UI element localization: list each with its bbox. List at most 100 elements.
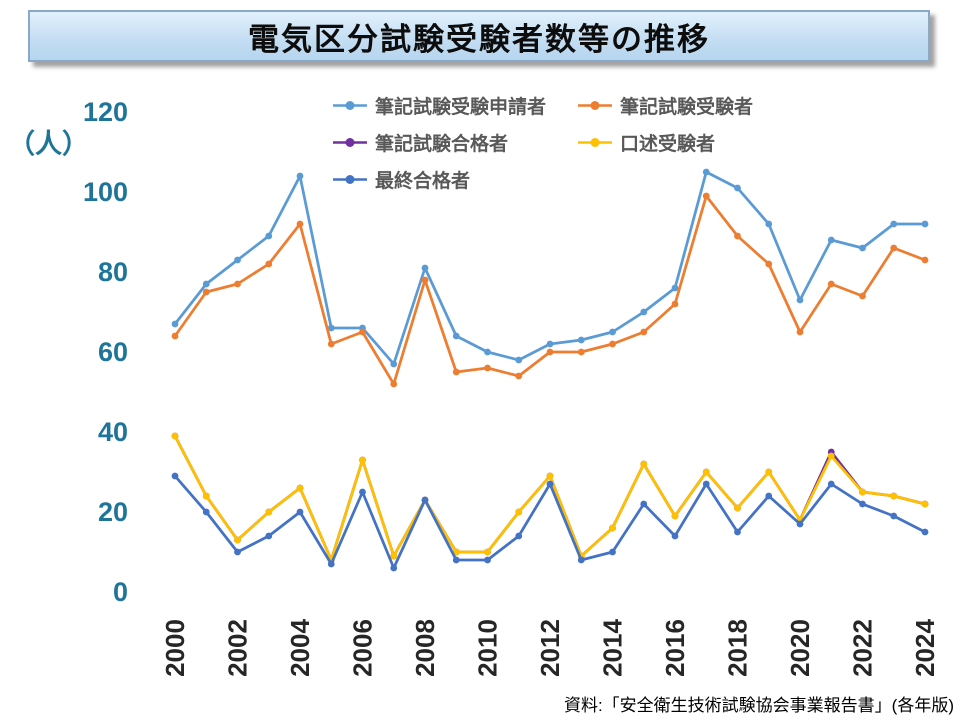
series-marker	[734, 232, 741, 240]
legend-line-marker-icon	[333, 175, 367, 184]
legend-item: 筆記試験受験申請者	[332, 92, 577, 119]
series-marker	[734, 504, 741, 512]
legend-line-marker-icon	[333, 138, 367, 147]
legend-label: 筆記試験受験者	[620, 97, 754, 118]
source-note: 資料:「安全衛生技術試験協会事業報告書」(各年版)	[563, 696, 954, 715]
series-line	[173, 434, 927, 562]
legend-item: 最終合格者	[332, 166, 577, 193]
legend-label: 口述受験者	[620, 134, 716, 155]
y-tick-label: 80	[98, 257, 128, 287]
series-marker	[671, 284, 679, 292]
series-marker	[265, 232, 273, 240]
legend-item: 口述受験者	[577, 129, 822, 156]
series-marker	[390, 360, 398, 368]
series-marker	[671, 300, 679, 308]
series-marker	[452, 368, 460, 376]
chart-title-banner: 電気区分試験受験者数等の推移	[28, 10, 930, 62]
series-marker	[702, 168, 710, 176]
series-marker	[546, 348, 554, 356]
y-tick-label: 20	[98, 497, 128, 527]
series-marker	[421, 496, 429, 504]
series-marker	[171, 472, 179, 480]
series-marker	[327, 560, 335, 568]
series-marker	[702, 480, 710, 488]
series-marker	[796, 520, 804, 528]
x-tick-label: 2010	[473, 619, 503, 677]
x-tick-label: 2022	[848, 619, 878, 677]
series-marker	[484, 348, 491, 356]
series-marker	[452, 548, 460, 556]
series-marker	[202, 492, 210, 500]
x-tick-label: 2020	[785, 619, 815, 677]
series-marker	[765, 260, 773, 268]
series-marker	[921, 528, 929, 536]
series-marker	[827, 480, 835, 488]
series-marker	[171, 432, 179, 440]
series-marker	[734, 528, 741, 536]
series-marker	[921, 500, 929, 508]
series-line	[173, 194, 927, 386]
series-marker	[296, 172, 304, 180]
series-marker	[796, 328, 804, 336]
y-tick-label: 60	[98, 337, 128, 367]
series-marker	[484, 556, 491, 564]
series-marker	[734, 184, 741, 192]
chart-legend: 筆記試験受験申請者 筆記試験受験者筆記試験合格者 口述受験者最終合格者	[332, 92, 822, 193]
series-marker	[859, 292, 866, 300]
series-marker	[765, 492, 773, 500]
series-marker	[921, 220, 929, 228]
series-marker	[484, 548, 491, 556]
x-tick-label: 2016	[660, 619, 690, 677]
series-marker	[827, 452, 835, 460]
series-marker	[515, 532, 523, 540]
series-marker	[202, 280, 210, 288]
series-marker	[609, 548, 616, 556]
series-marker	[202, 508, 210, 516]
x-tick-label: 2002	[223, 619, 253, 677]
series-marker	[515, 372, 523, 380]
series-marker	[421, 276, 429, 284]
series-marker	[890, 492, 898, 500]
series-marker	[890, 220, 898, 228]
series-marker	[640, 308, 648, 316]
series-marker	[827, 236, 835, 244]
series-marker	[452, 556, 460, 564]
series-marker	[577, 348, 585, 356]
series-marker	[359, 456, 366, 464]
series-marker	[702, 192, 710, 200]
legend-label: 筆記試験合格者	[375, 134, 509, 155]
series-marker	[359, 328, 366, 336]
series-marker	[890, 244, 898, 252]
series-marker	[171, 332, 179, 340]
series-marker	[296, 484, 304, 492]
series-marker	[265, 508, 273, 516]
series-marker	[671, 512, 679, 520]
legend-label: 筆記試験受験申請者	[375, 97, 547, 118]
series-marker	[859, 488, 866, 496]
legend-line-marker-icon	[578, 138, 612, 147]
legend-line-marker-icon	[578, 101, 612, 110]
series-marker	[234, 548, 241, 556]
x-tick-label: 2012	[535, 619, 565, 677]
series-marker	[515, 356, 523, 364]
series-marker	[609, 340, 616, 348]
series-marker	[921, 256, 929, 264]
series-marker	[640, 500, 648, 508]
legend-item: 筆記試験受験者	[577, 92, 822, 119]
series-marker	[296, 220, 304, 228]
legend-item: 筆記試験合格者	[332, 129, 577, 156]
series-marker	[327, 324, 335, 332]
series-marker	[859, 244, 866, 252]
series-marker	[234, 256, 241, 264]
series-marker	[452, 332, 460, 340]
series-marker	[327, 340, 335, 348]
series-marker	[546, 340, 554, 348]
series-marker	[796, 296, 804, 304]
series-marker	[609, 328, 616, 336]
series-marker	[390, 564, 398, 572]
series-marker	[421, 264, 429, 272]
series-marker	[359, 488, 366, 496]
x-tick-label: 2018	[723, 619, 753, 677]
series-marker	[671, 532, 679, 540]
